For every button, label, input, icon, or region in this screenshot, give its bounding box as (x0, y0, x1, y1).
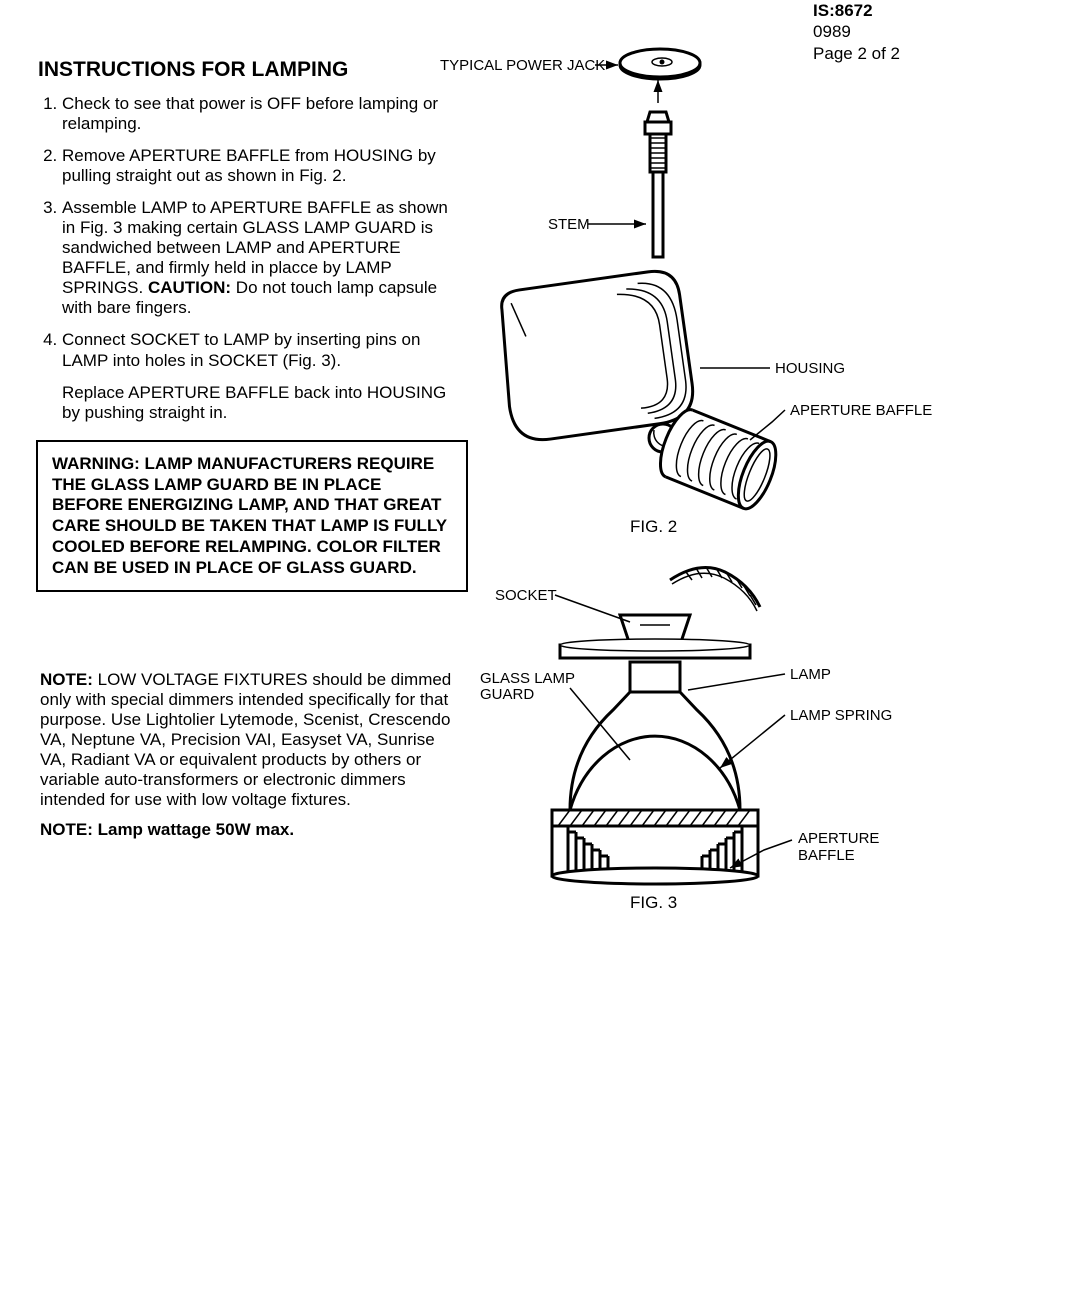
section-title: INSTRUCTIONS FOR LAMPING (38, 58, 348, 82)
doc-code: IS:8672 (813, 0, 900, 21)
instruction-2: Remove APERTURE BAFFLE from HOUSING by p… (62, 146, 460, 186)
instruction-4: Connect SOCKET to LAMP by inserting pins… (62, 330, 460, 422)
figures-svg (440, 30, 1030, 930)
note-wattage: NOTE: Lamp wattage 50W max. (40, 820, 294, 840)
figures: TYPICAL POWER JACK STEM HOUSING APERTURE… (440, 30, 1030, 930)
instructions-list: Check to see that power is OFF before la… (40, 94, 460, 435)
page: IS:8672 0989 Page 2 of 2 INSTRUCTIONS FO… (0, 0, 1080, 1310)
warning-box: WARNING: LAMP MANUFACTURERS REQUIRE THE … (36, 440, 468, 592)
instruction-3: Assemble LAMP to APERTURE BAFFLE as show… (62, 198, 460, 318)
note-dimmers: NOTE: LOW VOLTAGE FIXTURES should be dim… (40, 670, 460, 810)
instruction-1: Check to see that power is OFF before la… (62, 94, 460, 134)
